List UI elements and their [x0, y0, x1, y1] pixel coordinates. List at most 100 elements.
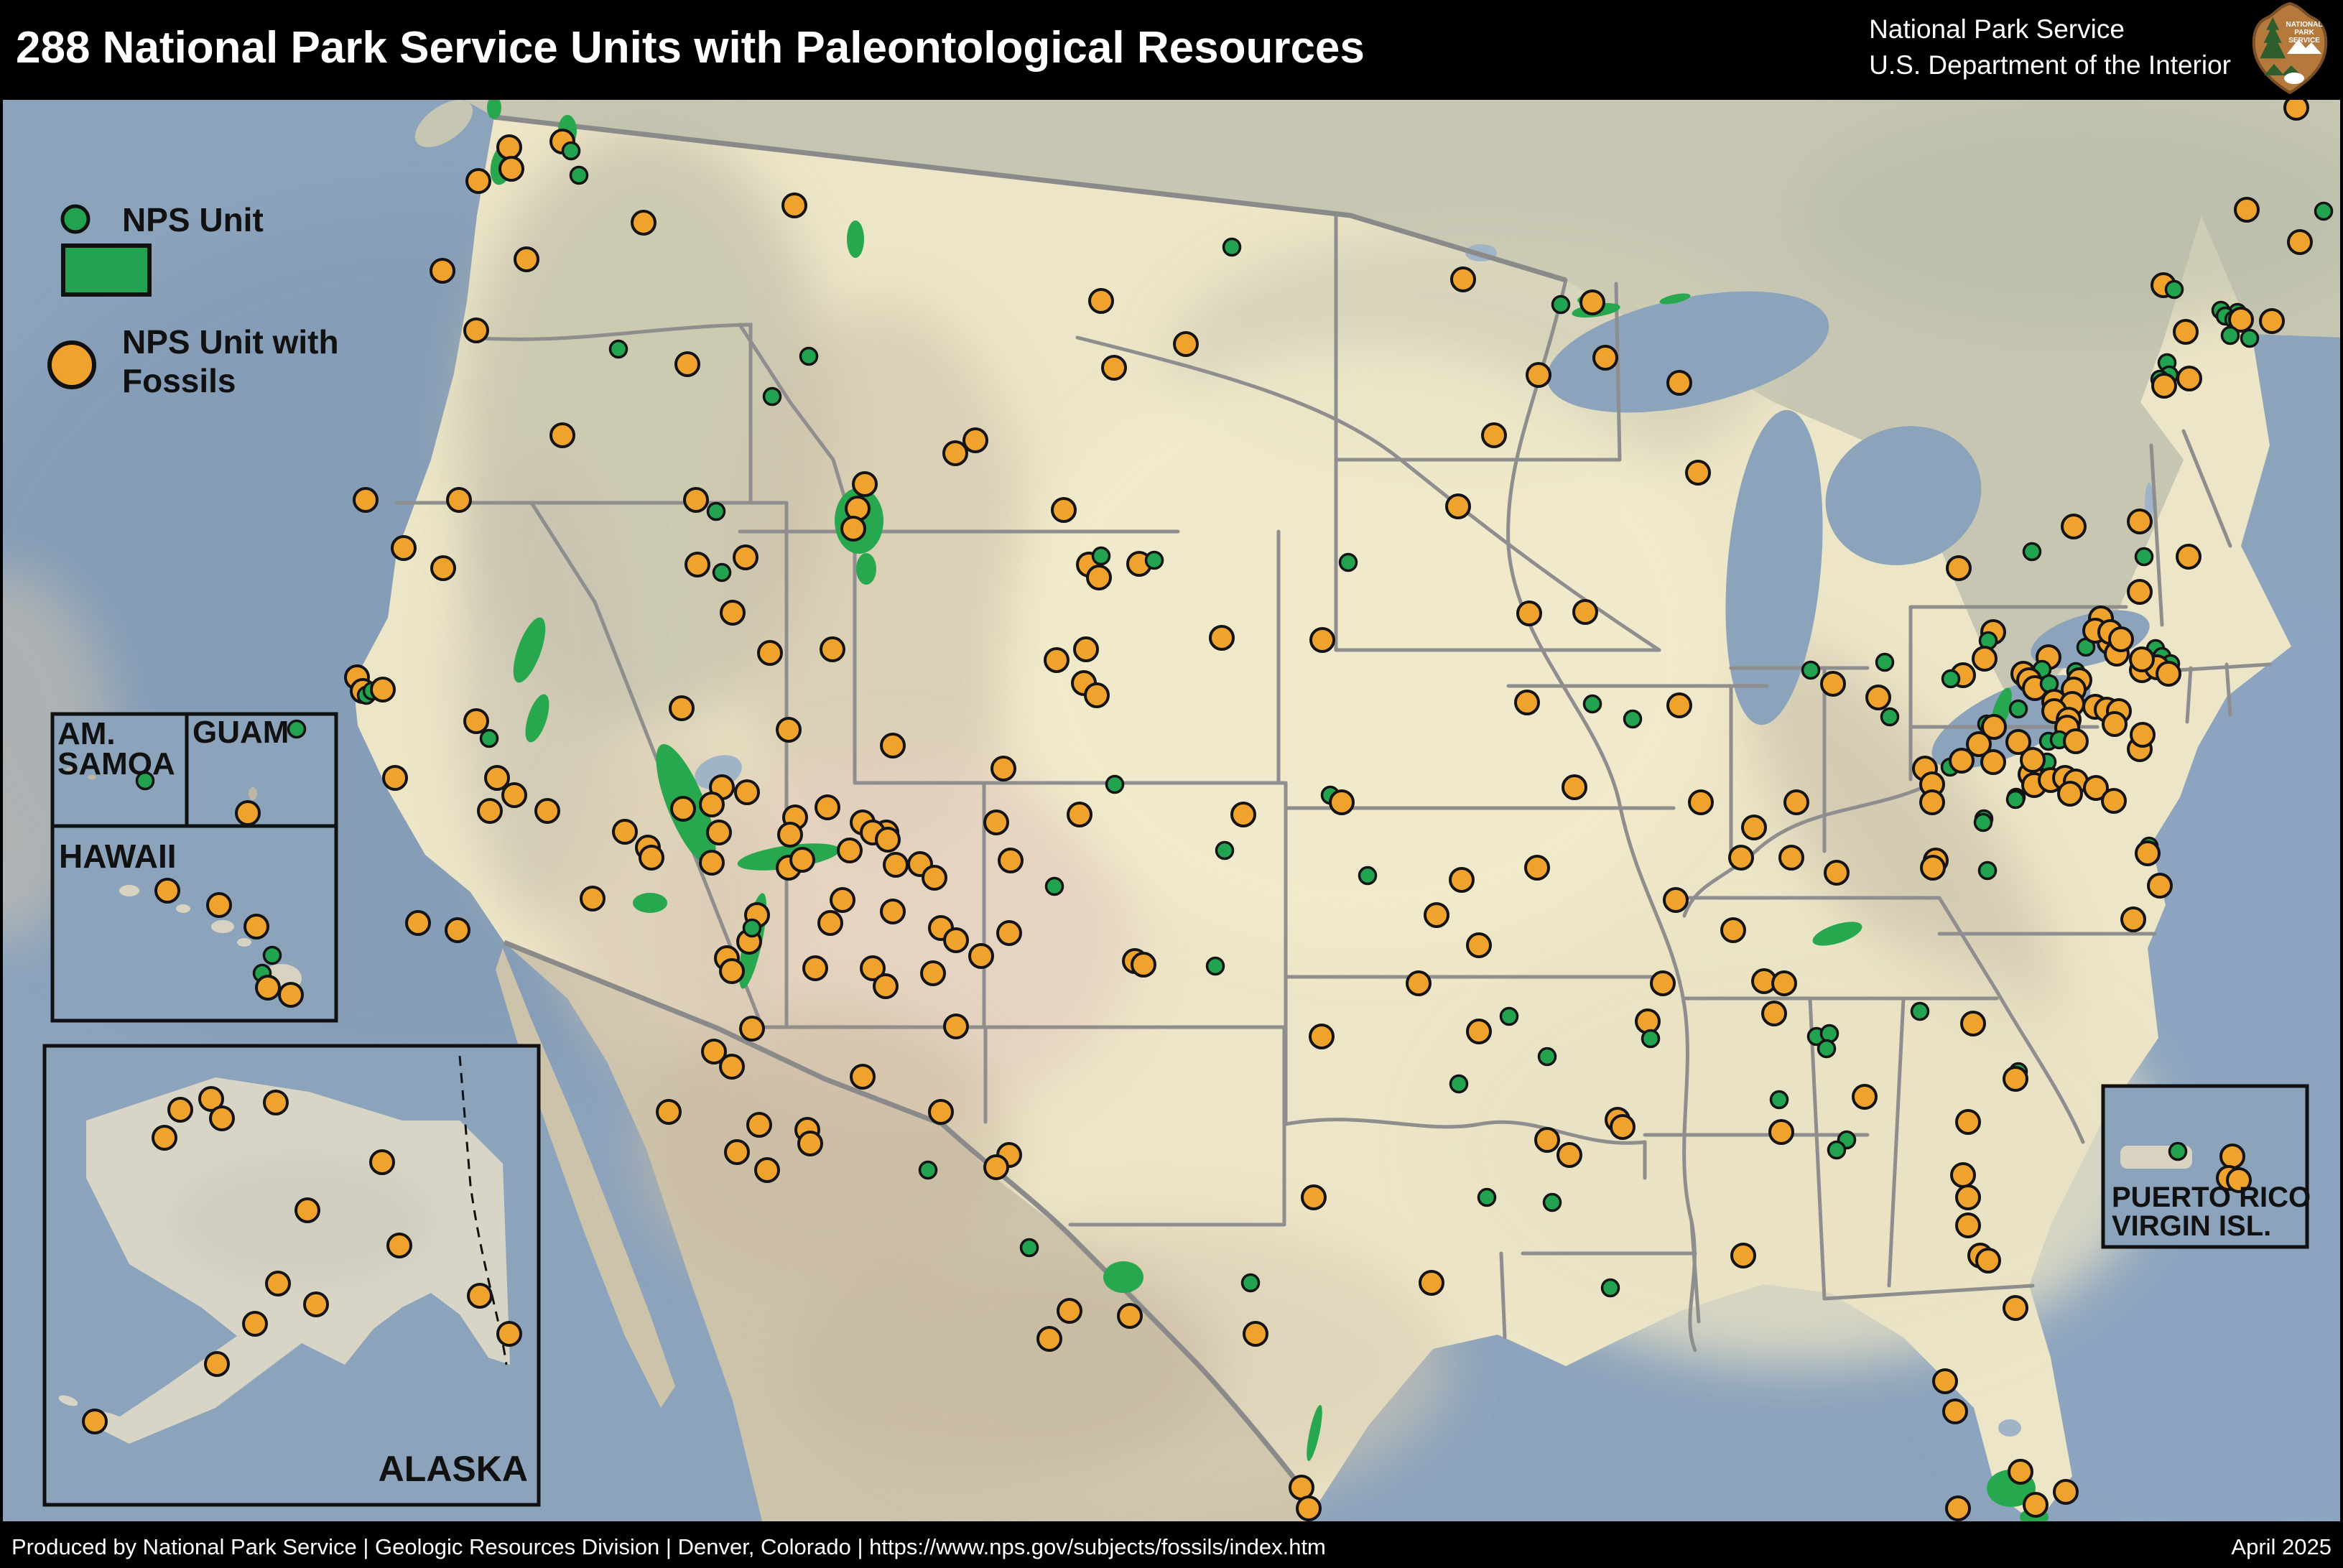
fossil-unit-marker [1131, 952, 1156, 978]
fossil-unit-marker [2259, 308, 2285, 334]
nps-unit-marker [706, 501, 726, 521]
fossil-unit-marker [830, 887, 855, 913]
fossil-unit-marker [1783, 789, 1809, 815]
legend-fossil-label-line1: NPS Unit with [122, 323, 339, 361]
fossil-unit-marker [699, 850, 725, 876]
fossil-unit-marker [1526, 362, 1551, 388]
nps-unit-marker [1144, 550, 1164, 570]
fossil-unit-marker [2003, 1066, 2028, 1092]
fossil-unit-marker [209, 1105, 235, 1131]
fossil-unit-marker [496, 1321, 522, 1347]
fossil-unit-marker [235, 800, 261, 826]
fossil-unit-marker [2176, 544, 2202, 570]
fossil-unit-marker [1117, 1303, 1143, 1329]
fossil-unit-marker [2083, 775, 2109, 801]
fossil-unit-marker [1949, 748, 1975, 774]
fossil-unit-marker [265, 1271, 291, 1296]
fossil-unit-marker [1728, 845, 1754, 871]
fossil-unit-marker [1084, 682, 1110, 708]
fossil-unit-marker [1972, 646, 1998, 672]
fossil-unit-marker [549, 422, 575, 448]
fossil-unit-marker [2287, 229, 2313, 255]
fossil-unit-marker [1449, 867, 1475, 893]
fossil-unit-marker [1309, 627, 1335, 653]
logo-tree-icon [2260, 17, 2286, 59]
fossil-unit-marker [1981, 714, 2007, 740]
fossil-unit-marker [2120, 906, 2146, 932]
nps-unit-marker [1105, 774, 1125, 794]
nps-unit-marker [1477, 1187, 1497, 1207]
fossil-unit-marker [683, 487, 709, 513]
fossil-unit-marker [1980, 749, 2006, 775]
fossil-unit-marker [1824, 860, 1850, 886]
fossil-unit-marker [1820, 671, 1846, 697]
nps-unit-marker [1240, 1273, 1261, 1293]
fossil-unit-marker [2063, 728, 2089, 754]
nps-unit-marker [1449, 1074, 1469, 1094]
fossil-unit-marker [463, 708, 489, 734]
fossil-unit-marker [776, 717, 802, 743]
fossil-unit-marker [2173, 319, 2199, 345]
fossil-unit-marker [1445, 493, 1471, 519]
fossil-unit-marker [820, 636, 845, 662]
samoa-island2 [88, 775, 96, 779]
fossil-unit-marker [1044, 647, 1070, 673]
guam-label: GUAM [192, 715, 289, 750]
fossil-unit-marker [922, 865, 947, 891]
puerto-rico-label-line1: PUERTO RICO [2112, 1182, 2311, 1213]
fossil-unit-marker [920, 960, 946, 986]
fossil-unit-marker [875, 827, 901, 853]
fossil-unit-marker [2156, 661, 2181, 687]
header-bar: 288 National Park Service Units with Pal… [0, 0, 2343, 97]
fossil-unit-marker [719, 958, 745, 984]
fossil-unit-marker [612, 819, 638, 845]
fossil-unit-marker [501, 782, 527, 808]
fossil-unit-marker [465, 168, 491, 194]
fossil-unit-marker [514, 246, 539, 272]
fossil-unit-marker [777, 822, 803, 848]
fossil-unit-marker [1101, 355, 1127, 381]
fossil-unit-marker [733, 544, 758, 570]
fossil-unit-marker [1685, 460, 1711, 486]
fossil-unit-marker [303, 1291, 329, 1317]
nps-unit-marker [1973, 812, 1993, 832]
map-legend: NPS Unit NPS Unit with Fossils [47, 201, 339, 399]
nps-unit-marker [1019, 1238, 1039, 1258]
map-canvas: NPS Unit NPS Unit with Fossils AM. SAMOA… [0, 97, 2343, 1524]
markers-layer [82, 97, 2334, 1521]
fossil-unit-marker [467, 1283, 493, 1309]
fossil-unit-marker [445, 917, 470, 943]
fossil-unit-marker [1572, 599, 1598, 625]
nps-unit-marker [2314, 201, 2334, 221]
agency-block: National Park Service U.S. Department of… [1869, 1, 2343, 94]
fossil-unit-marker [1955, 1212, 1981, 1238]
fossil-unit-marker [2127, 579, 2153, 605]
fossil-unit-marker [154, 878, 180, 904]
fossil-unit-marker [152, 1125, 177, 1151]
legend-fossil-label-line2: Fossils [122, 362, 236, 399]
fossil-unit-marker [983, 1154, 1009, 1180]
fossil-unit-marker [1073, 636, 1099, 662]
fossil-unit-marker [656, 1099, 682, 1125]
footer-credits: Produced by National Park Service | Geol… [11, 1534, 1326, 1559]
fossil-unit-marker [1088, 288, 1114, 314]
fossil-unit-marker [1524, 855, 1550, 881]
nps-unit-marker [1499, 1006, 1519, 1026]
nps-unit-marker [1091, 546, 1111, 566]
park-area-patch [487, 97, 501, 119]
nps-unit-marker [2164, 279, 2184, 300]
fossil-unit-marker [983, 809, 1009, 835]
fossil-unit-marker [1688, 789, 1714, 815]
fossil-unit-marker [699, 792, 725, 817]
fossil-unit-marker [757, 640, 783, 666]
fossil-unit-marker [706, 820, 732, 845]
fossil-unit-marker [1955, 1109, 1981, 1135]
fossil-unit-marker [701, 1039, 727, 1064]
fossil-unit-marker [883, 852, 909, 878]
fossil-unit-marker [446, 487, 472, 513]
fossil-unit-marker [1920, 855, 1946, 881]
footer-bar: Produced by National Park Service | Geol… [0, 1524, 2343, 1568]
am-samoa-label-line2: SAMOA [57, 746, 175, 781]
fossil-unit-marker [639, 845, 664, 871]
fossil-unit-marker [669, 695, 695, 721]
